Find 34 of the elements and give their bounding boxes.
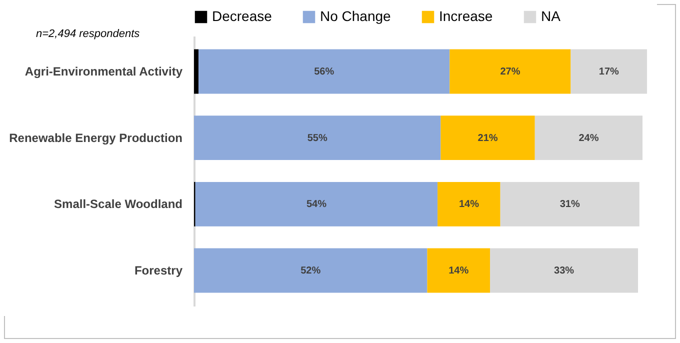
legend-label: Increase [439,8,493,24]
text: n=2,494 respondents [36,28,140,40]
data-label: 31% [560,199,580,210]
bar [198,49,450,94]
bar [427,248,490,293]
bar [500,182,640,226]
data-label: 14% [458,199,480,210]
bar [490,248,638,293]
legend-label: No Change [320,8,392,24]
bar [440,116,535,160]
data-label: 56% [314,66,334,78]
data-label: 14% [448,266,469,277]
data-label: 21% [478,132,498,144]
legend-label: NA [541,8,562,24]
data-label: 33% [554,266,574,277]
bar [570,49,647,94]
data-label: 54% [306,199,327,210]
y-tick-label: Renewable Energy Production [9,130,182,145]
data-label: 24% [578,132,599,144]
bar [534,116,643,160]
data-label: 52% [300,266,321,277]
bar [438,182,500,226]
data-label: 27% [500,66,520,78]
y-tick-label: Small-Scale Woodland [54,197,182,212]
y-tick-label: Agri-Environmental Activity [24,64,183,78]
bar [194,49,198,94]
bar [450,49,571,94]
data-label: 17% [598,66,619,78]
bar [194,116,441,160]
y-tick-label: Forestry [134,264,183,278]
bar [194,248,428,293]
legend-label: Decrease [212,8,272,24]
bar [195,182,438,226]
data-label: 55% [307,132,328,144]
